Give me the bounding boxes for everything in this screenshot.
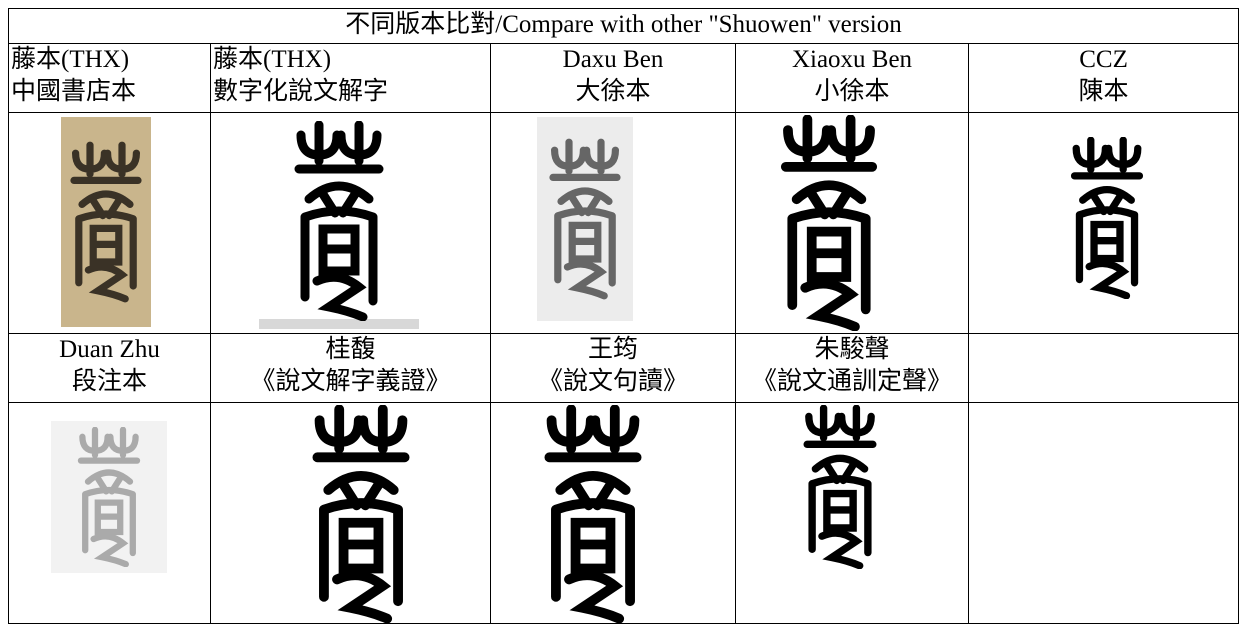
header-line: Duan Zhu [59,336,160,363]
header-line: 陳本 [1078,78,1129,105]
header-cell: Daxu Ben 大徐本 [490,43,736,113]
header-line: 桂馥 [325,336,376,363]
glyph-image [525,405,661,623]
image-row [8,402,1240,624]
header-line: 段注本 [71,368,147,395]
image-cell [735,112,969,334]
glyph-image [259,121,419,329]
header-line: Xiaoxu Ben [791,46,913,73]
image-cell [967,112,1240,334]
header-line: 《說文通訓定聲》 [751,368,952,395]
glyph-image [1057,137,1157,299]
glyph-image [51,421,167,573]
header-cell: 桂馥《說文解字義證》 [210,333,491,403]
header-cell: 藤本(THX) 中國書店本 [8,43,211,113]
glyph-image [61,117,151,327]
glyph [317,409,404,618]
glyph-image [537,117,633,321]
glyph [786,119,872,326]
header-line: 藤本(THX) [11,46,130,73]
header-line: Daxu Ben [562,46,664,73]
header-cell: 王筠 《說文句讀》 [490,333,736,403]
image-cell [490,112,736,334]
glyph [1075,140,1140,296]
header-cell: Duan Zhu 段注本 [8,333,211,403]
image-bg [259,319,419,329]
glyph [549,409,636,618]
table-title: 不同版本比對/Compare with other "Shuowen" vers… [7,8,1240,44]
header-line: 王筠 [587,336,638,363]
image-cell [8,112,211,334]
header-row: Duan Zhu 段注本 桂馥《說文解字義證》 王筠《說文句讀》 朱駿聲《說文通訓… [8,333,1240,403]
header-line: 數字化說文解字 [213,78,389,105]
header-line: 《說文解字義證》 [250,368,451,395]
glyph [299,125,379,317]
header-line: 小徐本 [814,78,890,105]
empty-cell [967,402,1240,624]
title-row: 不同版本比對/Compare with other "Shuowen" vers… [7,8,1240,44]
image-cell [210,112,491,334]
header-cell: 藤本(THX) 數字化說文解字 [210,43,491,113]
header-line: CCZ [1079,46,1128,73]
glyph-image [790,405,890,569]
image-cell [490,402,736,624]
header-row: 藤本(THX) 中國書店本 藤本(THX) 數字化說文解字 Daxu Ben 大徐本 … [8,43,1240,113]
image-cell [735,402,969,624]
glyph [807,408,873,565]
glyph-image [299,405,423,623]
header-cell: Xiaoxu Ben 小徐本 [735,43,969,113]
image-bg [51,421,167,573]
version-table: 不同版本比對/Compare with other "Shuowen" vers… [7,8,1240,624]
header-line: 藤本(THX) [213,46,332,73]
header-line: 中國書店本 [11,78,137,105]
glyph-image [744,115,912,331]
header-cell: 朱駿聲《說文通訓定聲》 [735,333,969,403]
header-line: 朱駿聲 [814,336,890,363]
header-line: 《說文句讀》 [537,368,688,395]
image-cell [8,402,211,624]
image-cell [210,402,491,624]
header-cell: CCZ 陳本 [967,43,1240,113]
image-row [8,112,1240,334]
empty-cell [967,333,1240,403]
header-line: 大徐本 [575,78,651,105]
